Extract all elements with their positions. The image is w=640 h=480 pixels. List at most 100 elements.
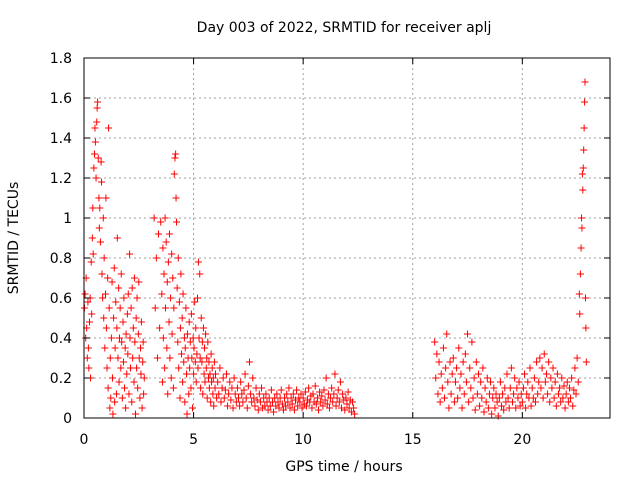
data-point <box>122 330 130 338</box>
data-point <box>126 334 134 342</box>
data-point <box>116 304 124 312</box>
data-point <box>219 374 227 382</box>
data-point <box>282 402 290 410</box>
data-point <box>508 398 516 406</box>
data-point <box>539 394 547 402</box>
data-point <box>464 330 472 338</box>
data-point <box>242 394 250 402</box>
data-point <box>188 354 196 362</box>
data-point <box>344 388 352 396</box>
data-point <box>321 396 329 404</box>
data-point <box>187 384 195 392</box>
data-point <box>479 364 487 372</box>
data-point <box>134 330 142 338</box>
x-tick-label: 10 <box>294 432 312 448</box>
data-point <box>137 370 145 378</box>
data-point <box>123 370 131 378</box>
data-point <box>93 118 101 126</box>
data-point <box>107 394 115 402</box>
data-point <box>152 254 160 262</box>
data-point <box>434 390 442 398</box>
data-point <box>540 350 548 358</box>
data-point <box>576 270 584 278</box>
data-point <box>153 354 161 362</box>
data-point <box>472 358 480 366</box>
data-point <box>243 404 251 412</box>
data-point <box>251 402 259 410</box>
data-point <box>287 394 295 402</box>
data-point <box>579 186 587 194</box>
data-point <box>499 390 507 398</box>
data-point <box>192 324 200 332</box>
data-point <box>331 370 339 378</box>
data-point <box>207 350 215 358</box>
data-point <box>113 324 121 332</box>
data-point <box>170 170 178 178</box>
data-point <box>92 174 100 182</box>
data-point <box>185 390 193 398</box>
data-point <box>217 398 225 406</box>
data-point <box>561 404 569 412</box>
data-point <box>512 404 520 412</box>
data-point <box>121 344 129 352</box>
data-point <box>159 244 167 252</box>
data-point <box>112 390 120 398</box>
data-point <box>105 124 113 132</box>
data-point <box>448 370 456 378</box>
data-point <box>270 408 278 416</box>
data-point <box>90 164 98 172</box>
plot-frame <box>83 57 611 419</box>
data-point <box>123 310 131 318</box>
data-point <box>498 402 506 410</box>
data-point <box>329 398 337 406</box>
data-point <box>204 338 212 346</box>
data-point <box>173 284 181 292</box>
data-point <box>89 250 97 258</box>
data-point <box>245 358 253 366</box>
data-point <box>95 224 103 232</box>
data-point <box>187 310 195 318</box>
data-point <box>226 378 234 386</box>
data-point <box>513 384 521 392</box>
data-point <box>191 298 199 306</box>
data-point <box>564 398 572 406</box>
data-point <box>458 404 466 412</box>
data-point <box>351 410 359 418</box>
data-point <box>186 338 194 346</box>
data-point <box>151 304 159 312</box>
data-point <box>208 364 216 372</box>
data-point <box>275 404 283 412</box>
data-point <box>115 378 123 386</box>
data-point <box>165 230 173 238</box>
data-point <box>445 404 453 412</box>
data-point <box>319 402 327 410</box>
data-point <box>519 384 527 392</box>
data-point <box>503 370 511 378</box>
data-point <box>113 234 121 242</box>
data-point <box>227 396 235 404</box>
data-point <box>196 354 204 362</box>
data-point <box>571 364 579 372</box>
data-point <box>470 374 478 382</box>
data-point <box>94 98 102 106</box>
data-point <box>248 398 256 406</box>
data-point <box>547 374 555 382</box>
data-point <box>102 194 110 202</box>
data-point <box>178 314 186 322</box>
data-point <box>546 398 554 406</box>
data-point <box>544 390 552 398</box>
data-point <box>559 394 567 402</box>
data-point <box>285 384 293 392</box>
data-point <box>111 398 119 406</box>
data-point <box>493 398 501 406</box>
data-point <box>462 378 470 386</box>
data-point <box>180 358 188 366</box>
data-point <box>179 378 187 386</box>
data-point <box>212 370 219 378</box>
data-point <box>569 402 577 410</box>
data-point <box>550 394 558 402</box>
y-axis-label: SRMTID / TECUs <box>6 182 22 295</box>
data-point <box>342 394 350 402</box>
data-point <box>297 390 305 398</box>
data-point <box>273 390 281 398</box>
